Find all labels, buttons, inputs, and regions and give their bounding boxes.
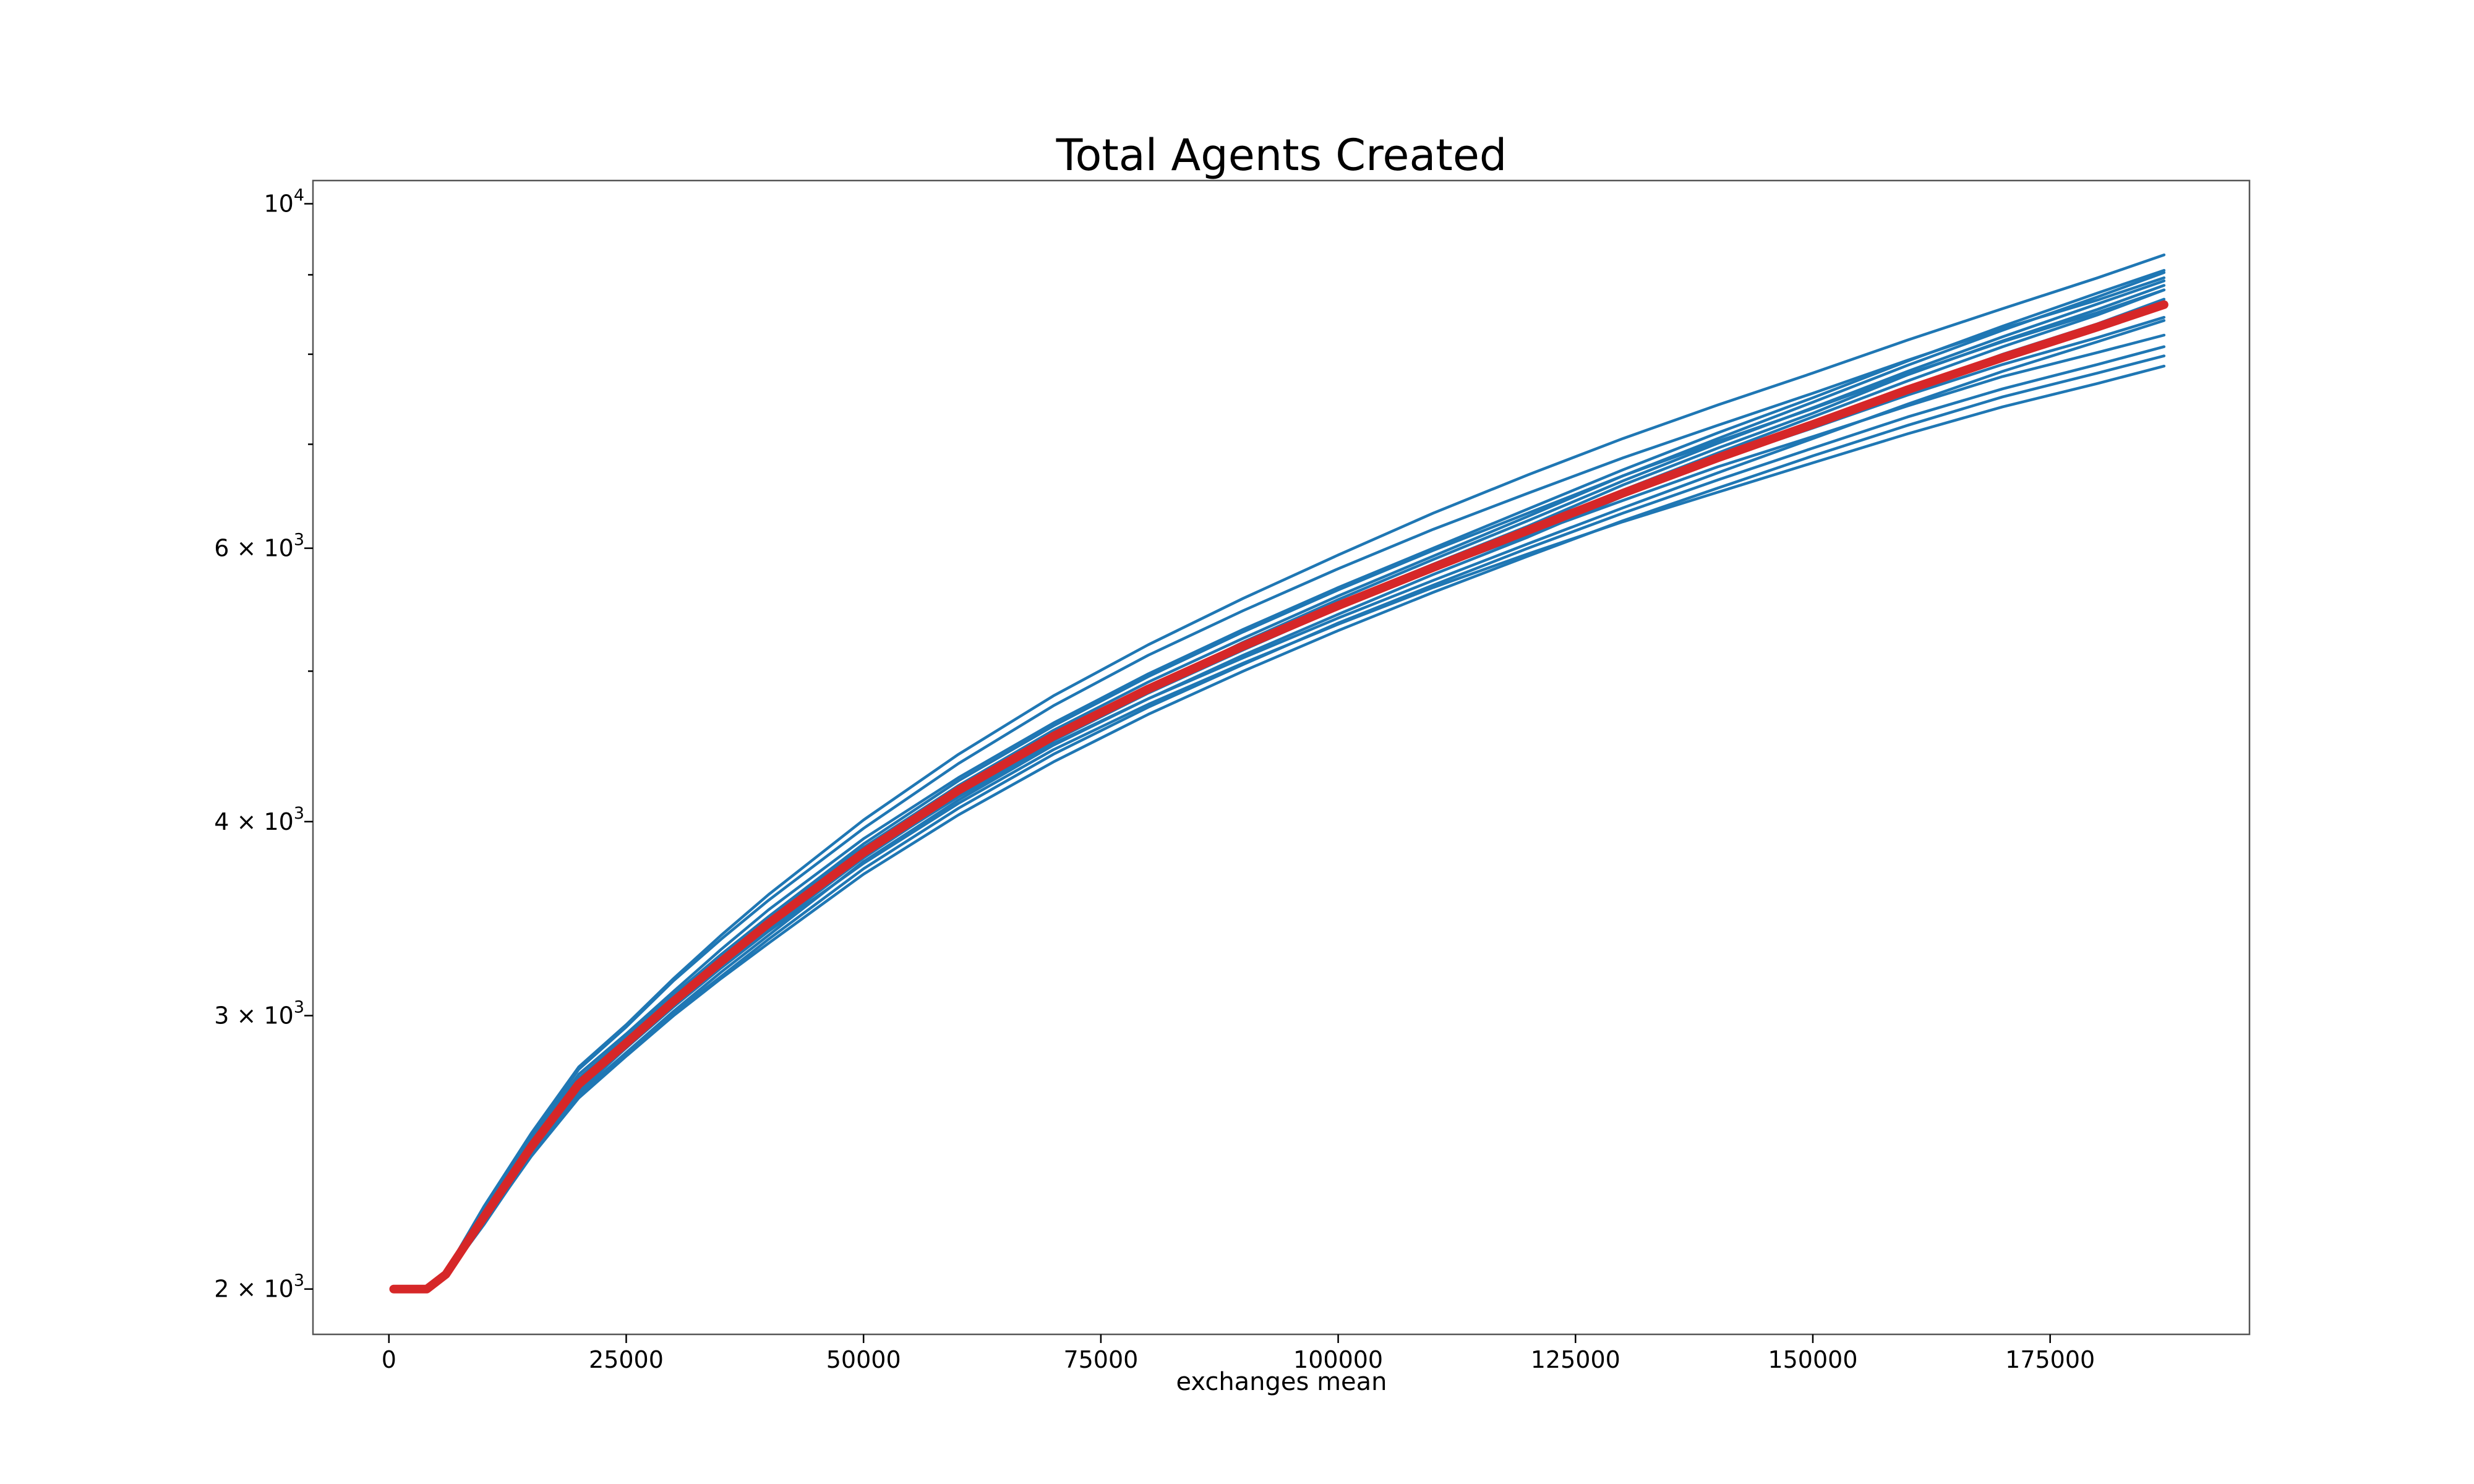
mean-line-group	[389, 300, 2168, 1294]
plot-frame	[312, 179, 2251, 1336]
run-lines	[392, 253, 2166, 1290]
x-tick-label: 50000	[826, 1346, 901, 1373]
x-tick-label: 25000	[589, 1346, 664, 1373]
x-tick-label: 100000	[1293, 1346, 1383, 1373]
x-tick-label: 125000	[1531, 1346, 1620, 1373]
run-line-14	[392, 315, 2166, 1290]
x-axis-label: exchanges mean	[1176, 1368, 1387, 1396]
y-tick-label: 3 × 103	[214, 998, 304, 1030]
y-axis: 2 × 103 3 × 103 4 × 103 6 × 103 104	[214, 186, 313, 1303]
run-line-12	[392, 319, 2166, 1290]
run-line-4	[392, 268, 2166, 1290]
run-line-15	[392, 288, 2166, 1290]
run-line-7	[392, 345, 2166, 1290]
run-line-6	[392, 333, 2166, 1290]
x-tick-label: 0	[382, 1346, 396, 1373]
run-line-13	[392, 354, 2166, 1290]
y-tick-label: 104	[263, 186, 304, 218]
run-line-11	[392, 279, 2166, 1290]
x-tick-label: 175000	[2005, 1346, 2095, 1373]
x-tick-label: 75000	[1063, 1346, 1138, 1373]
x-axis: 0 25000 50000 75000 100000 125000 150000 175000	[382, 1334, 2095, 1373]
run-line-8	[392, 364, 2166, 1290]
mean-line	[389, 300, 2168, 1294]
y-tick-label: 4 × 103	[214, 804, 304, 835]
x-tick-label: 150000	[1768, 1346, 1857, 1373]
run-line-3	[392, 288, 2166, 1290]
run-line-10	[392, 253, 2166, 1290]
chart-title: Total Agents Created	[1056, 130, 1507, 181]
y-tick-label: 6 × 103	[214, 531, 304, 562]
y-tick-label: 2 × 103	[214, 1271, 304, 1303]
run-line-9	[392, 276, 2166, 1290]
run-line-5	[392, 297, 2166, 1290]
run-line-1	[392, 271, 2166, 1290]
